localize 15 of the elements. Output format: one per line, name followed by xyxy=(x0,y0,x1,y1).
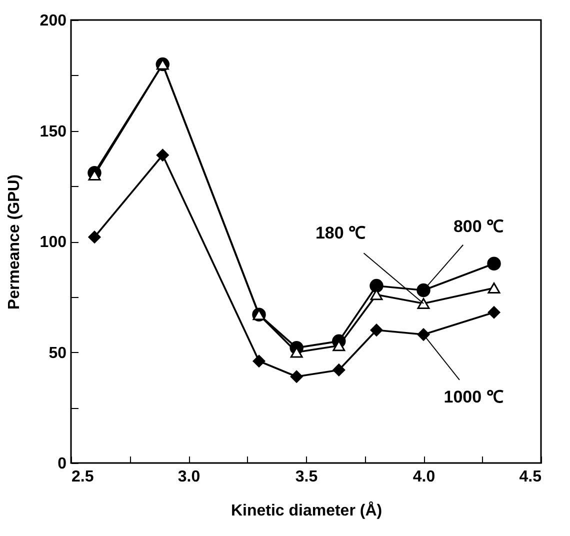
y-tick-label: 100 xyxy=(40,234,67,251)
text: 180 ℃ xyxy=(315,224,366,243)
text: 1000 ℃ xyxy=(444,388,504,407)
y-tick-label: 0 xyxy=(58,456,67,472)
x-tick-label: 4.0 xyxy=(412,468,436,486)
y-axis-title: Permeance (GPU) xyxy=(6,174,23,310)
y-tick-label: 150 xyxy=(40,123,67,140)
y-tick-label: 50 xyxy=(48,344,67,362)
x-tick-label: 3.5 xyxy=(295,468,318,486)
x-tick-label: 2.5 xyxy=(72,468,94,486)
series-label: 800 ℃ xyxy=(453,217,504,236)
y-tick-label: 200 xyxy=(40,12,67,30)
x-tick-label: 3.0 xyxy=(178,468,200,486)
x-axis-title: Kinetic diameter (Å) xyxy=(230,500,382,520)
x-tick-label: 4.5 xyxy=(519,468,542,486)
